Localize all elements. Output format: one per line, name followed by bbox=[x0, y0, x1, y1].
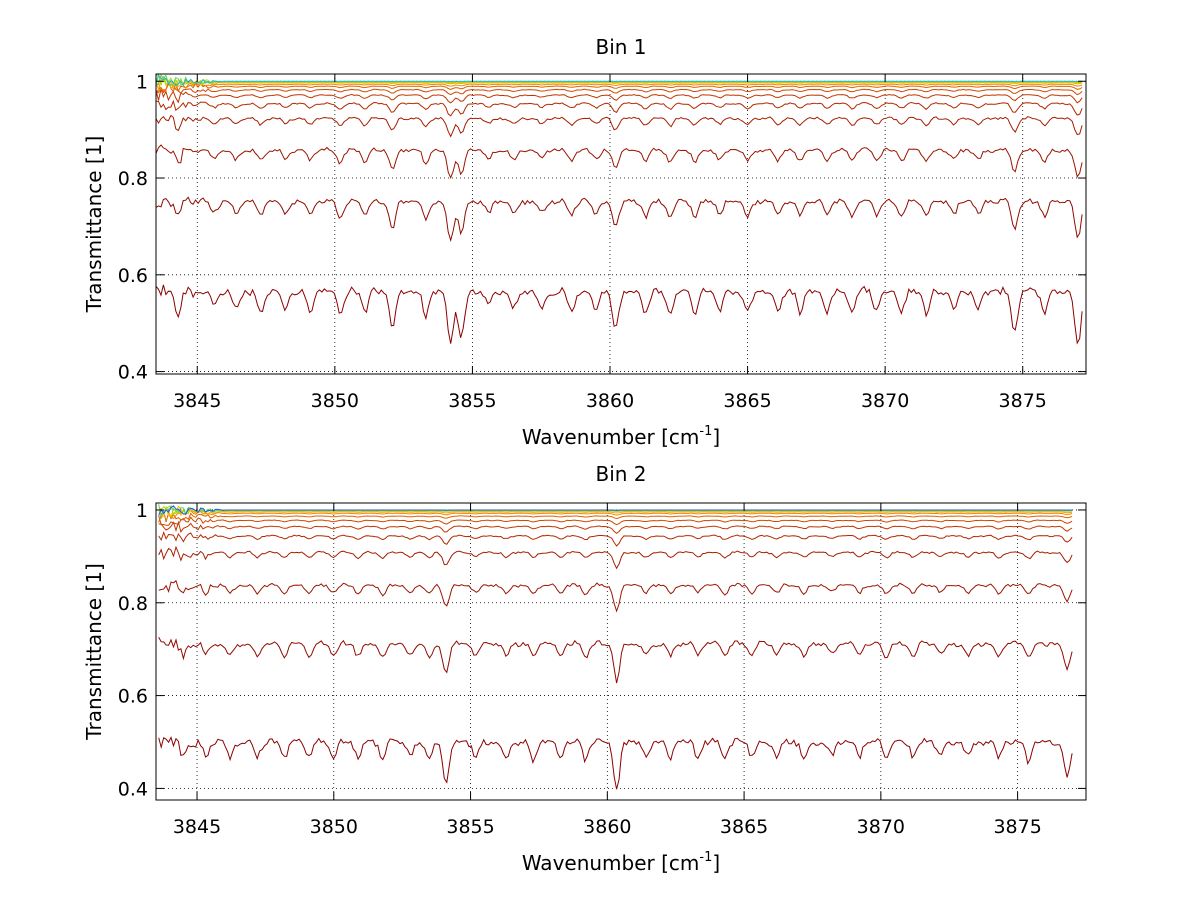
series-line-1 bbox=[156, 284, 1083, 345]
series-line-4 bbox=[156, 114, 1083, 138]
x-axis-label-end: ] bbox=[712, 425, 720, 449]
y-tick-label: 1 bbox=[136, 500, 148, 522]
series-line-7 bbox=[156, 83, 1083, 97]
x-axis-label-main: Wavenumber [cm bbox=[522, 425, 700, 449]
series-line-6 bbox=[156, 86, 1083, 104]
series-line-7 bbox=[158, 515, 1073, 526]
series-line-3 bbox=[158, 579, 1073, 613]
series-line-10 bbox=[158, 506, 1073, 518]
x-axis-label-end: ] bbox=[712, 851, 720, 875]
series-line-14 bbox=[158, 505, 1073, 516]
x-tick-label: 3875 bbox=[999, 390, 1047, 412]
y-tick-label: 1 bbox=[136, 71, 148, 93]
x-tick-label: 3870 bbox=[861, 390, 909, 412]
y-tick-label: 0.6 bbox=[118, 265, 148, 287]
series-line-1 bbox=[158, 736, 1073, 790]
x-tick-label: 3860 bbox=[583, 816, 631, 838]
x-tick-label: 3870 bbox=[857, 816, 905, 838]
x-tick-label: 3845 bbox=[173, 390, 221, 412]
series-line-4 bbox=[158, 545, 1073, 570]
series-line-14 bbox=[156, 74, 1083, 87]
series-line-5 bbox=[156, 99, 1083, 117]
series-group bbox=[156, 74, 1083, 345]
series-line-9 bbox=[156, 80, 1083, 91]
series-line-3 bbox=[156, 144, 1083, 180]
x-axis-label-superscript: -1 bbox=[699, 424, 712, 439]
series-line-10 bbox=[156, 75, 1083, 92]
series-group bbox=[158, 504, 1073, 790]
axes-box bbox=[155, 73, 1087, 375]
series-line-8 bbox=[158, 509, 1073, 523]
chart-title: Bin 1 bbox=[595, 35, 646, 59]
x-axis-label: Wavenumber [cm-1] bbox=[522, 424, 720, 449]
x-tick-label: 3865 bbox=[720, 816, 768, 838]
chart-panel-1: 3845 3850 3855 3860 3865 3870 3875 0.4 0.6 0.8 1 Bi… bbox=[82, 35, 1087, 449]
x-axis-label-main: Wavenumber [cm bbox=[522, 851, 700, 875]
chart-panel-2: 3845 3850 3855 3860 3865 3870 3875 0.4 0.6 0.8 1 Bi… bbox=[82, 462, 1087, 875]
x-tick-label: 3865 bbox=[723, 390, 771, 412]
x-axis-label-superscript: -1 bbox=[699, 850, 712, 865]
x-tick-label: 3855 bbox=[448, 390, 496, 412]
x-tick-label: 3850 bbox=[311, 390, 359, 412]
x-tick-label: 3875 bbox=[993, 816, 1041, 838]
x-tick-label: 3850 bbox=[310, 816, 358, 838]
y-tick-label: 0.8 bbox=[118, 168, 148, 190]
series-line-2 bbox=[156, 196, 1083, 243]
x-axis-label: Wavenumber [cm-1] bbox=[522, 850, 720, 875]
series-line-5 bbox=[158, 531, 1073, 547]
series-line-2 bbox=[158, 637, 1073, 684]
series-line-6 bbox=[158, 520, 1073, 534]
y-tick-label: 0.8 bbox=[118, 593, 148, 615]
x-tick-label: 3855 bbox=[446, 816, 494, 838]
y-axis-label: Transmittance [1] bbox=[82, 563, 106, 741]
y-tick-label: 0.4 bbox=[118, 362, 148, 384]
x-tick-label: 3845 bbox=[173, 816, 221, 838]
x-tick-label: 3860 bbox=[586, 390, 634, 412]
y-tick-label: 0.6 bbox=[118, 686, 148, 708]
chart-title: Bin 2 bbox=[595, 462, 646, 486]
series-line-9 bbox=[158, 506, 1073, 520]
y-axis-label: Transmittance [1] bbox=[82, 136, 106, 314]
series-line-11 bbox=[156, 75, 1083, 87]
series-line-8 bbox=[156, 80, 1083, 94]
y-tick-label: 0.4 bbox=[118, 778, 148, 800]
axes-box bbox=[155, 502, 1087, 801]
